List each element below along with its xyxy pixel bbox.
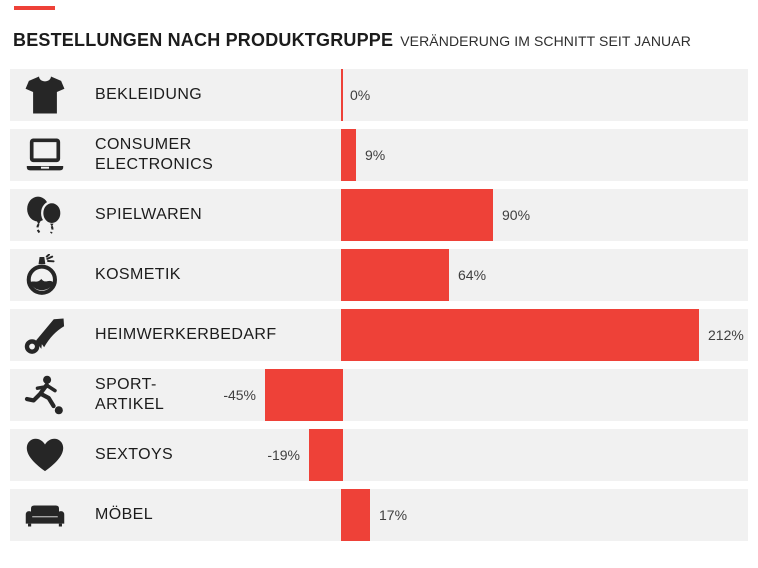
chart-row: SEXTOYS -19% — [10, 429, 748, 481]
chart-row: SPIELWAREN 90% — [10, 189, 748, 241]
heart-icon — [21, 432, 69, 478]
value-label: 17% — [379, 507, 408, 523]
value-label: -45% — [223, 387, 256, 403]
bar[interactable] — [341, 189, 493, 241]
chart-row: KOSMETIK 64% — [10, 249, 748, 301]
value-label: 9% — [365, 147, 386, 163]
zero-axis-line — [341, 69, 343, 121]
sofa-icon — [21, 492, 69, 538]
value-label: -19% — [267, 447, 300, 463]
chart-row: MÖBEL 17% — [10, 489, 748, 541]
category-label: SPIELWAREN — [95, 206, 203, 223]
bar[interactable] — [341, 309, 699, 361]
value-label: 90% — [502, 207, 531, 223]
category-label: HEIMWERKERBEDARF — [95, 326, 277, 343]
chart-row: HEIMWERKERBEDARF 212% — [10, 309, 748, 361]
perfume-icon — [21, 252, 69, 298]
chart-title: BESTELLUNGEN NACH PRODUKTGRUPPE — [13, 30, 394, 50]
chart-row: SPORT- ARTIKEL -45% — [10, 369, 748, 421]
saw-icon — [21, 312, 69, 358]
category-label: SPORT- ARTIKEL — [95, 376, 165, 413]
zero-axis-line — [341, 369, 343, 421]
value-label: 212% — [708, 327, 744, 343]
laptop-icon — [21, 132, 69, 178]
category-label: KOSMETIK — [95, 266, 181, 283]
bar[interactable] — [341, 249, 449, 301]
chart-row: BEKLEIDUNG 0% — [10, 69, 748, 121]
category-label: MÖBEL — [95, 506, 154, 523]
bar[interactable] — [265, 369, 341, 421]
category-label: CONSUMER ELECTRONICS — [95, 136, 214, 173]
chart-header: BESTELLUNGEN NACH PRODUKTGRUPPE VERÄNDERU… — [13, 30, 743, 51]
category-label: SEXTOYS — [95, 446, 174, 463]
bar[interactable] — [341, 129, 356, 181]
category-label: BEKLEIDUNG — [95, 86, 203, 103]
bar-chart: BEKLEIDUNG 0% CONSUMER ELECTRONICS 9% SPIELWA… — [10, 69, 748, 549]
accent-dash — [14, 6, 55, 10]
chart-row: CONSUMER ELECTRONICS 9% — [10, 129, 748, 181]
value-label: 0% — [350, 87, 371, 103]
tshirt-icon — [21, 72, 69, 118]
balloons-icon — [21, 192, 69, 238]
chart-subtitle: VERÄNDERUNG IM SCHNITT SEIT JANUAR — [400, 33, 691, 49]
zero-axis-line — [341, 429, 343, 481]
bar[interactable] — [309, 429, 341, 481]
bar[interactable] — [341, 489, 370, 541]
value-label: 64% — [458, 267, 487, 283]
footballer-icon — [21, 372, 69, 418]
